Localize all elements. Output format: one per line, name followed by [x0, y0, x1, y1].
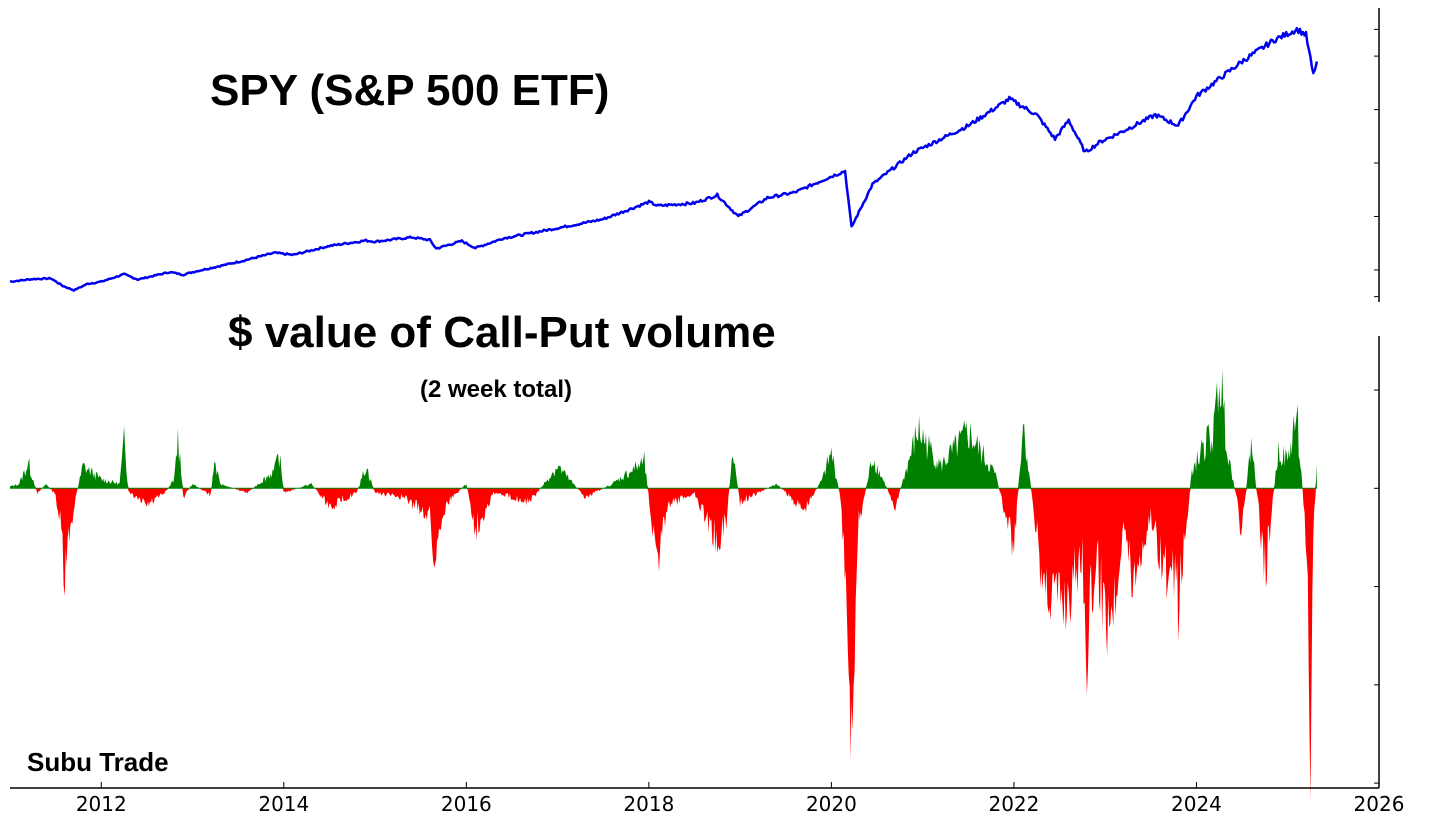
- watermark-brand: Subu Trade: [27, 747, 169, 777]
- x-tick-label: 2016: [441, 792, 492, 816]
- x-tick-label: 2020: [806, 792, 857, 816]
- x-tick-label: 2024: [1171, 792, 1222, 816]
- spy-right-axis-ticks: [1374, 28, 1379, 298]
- x-tick-label: 2014: [258, 792, 309, 816]
- spy-chart-title: SPY (S&P 500 ETF): [210, 66, 609, 115]
- x-axis-ticks: 2012 2014 2016 2018 2020 2022 2024 2026: [76, 782, 1405, 816]
- call-put-chart-title: $ value of Call-Put volume: [228, 308, 776, 357]
- spy-price-panel: SPY (S&P 500 ETF): [9, 8, 1380, 302]
- call-put-panel: $ value of Call-Put volume (2 week total…: [10, 308, 1380, 800]
- call-put-positive-area: [10, 368, 1317, 489]
- x-tick-label: 2026: [1354, 792, 1405, 816]
- call-put-right-axis-ticks: [1374, 389, 1379, 784]
- spy-price-line: [9, 26, 1319, 292]
- x-tick-label: 2018: [623, 792, 674, 816]
- x-tick-label: 2012: [76, 792, 127, 816]
- x-tick-label: 2022: [988, 792, 1039, 816]
- call-put-negative-area: [10, 488, 1317, 800]
- call-put-chart-subtitle: (2 week total): [420, 376, 572, 403]
